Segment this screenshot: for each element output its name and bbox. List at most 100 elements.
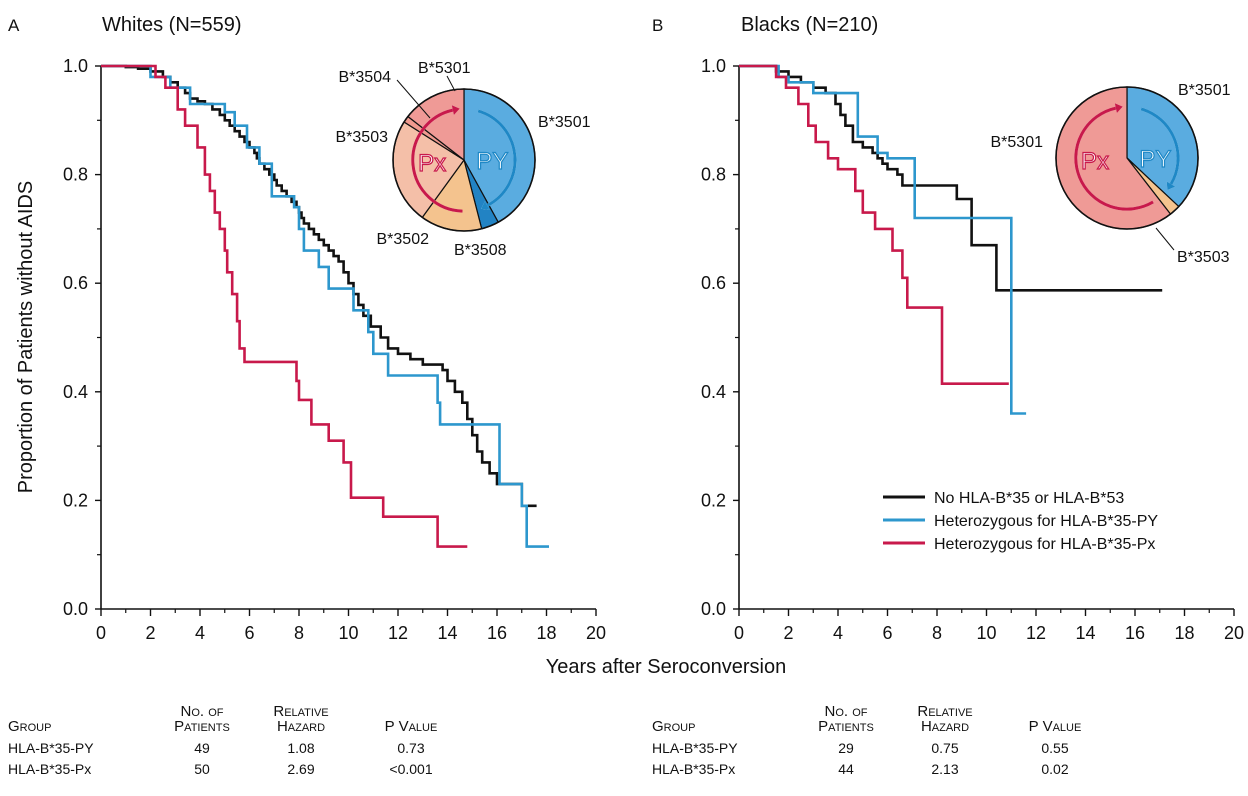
x-tick-label: 2 [145,623,155,643]
table-cell: HLA-B*35-Px [652,761,736,777]
x-tick-label: 14 [1075,623,1095,643]
table-cell: 1.08 [287,740,315,756]
km-curve-px [101,64,468,548]
panel-a-title: Whites (N=559) [102,14,242,36]
x-tick-label: 20 [586,623,606,643]
y-tick-label: 0.6 [701,273,726,293]
km-curve-py [739,64,1027,415]
y-tick-label: 0.0 [701,599,726,619]
pie-slice-label: B*3501 [538,114,591,131]
panel-a-letter: A [8,16,20,35]
table-cell: 2.69 [287,761,315,777]
legend-label-black: No HLA-B*35 or HLA-B*53 [934,490,1124,507]
y-tick-label: 1.0 [63,56,88,76]
table-cell: HLA-B*35-PY [8,740,94,756]
x-tick-label: 10 [976,623,996,643]
table-cell: 2.13 [931,761,959,777]
pie-slice-label: B*3502 [377,231,430,248]
x-tick-label: 18 [536,623,556,643]
legend-label-red: Heterozygous for HLA-B*35-Px [934,536,1155,553]
pie-outline [392,88,536,232]
pie-leader-line [396,79,431,119]
table-a-header-pvalue: P Value [384,718,438,735]
km-curve-px [739,64,1009,385]
x-tick-label: 6 [882,623,892,643]
pie-slice-label: B*3503 [1177,249,1230,266]
table-cell: HLA-B*35-Px [8,761,92,777]
y-tick-label: 0.6 [63,273,88,293]
y-tick-label: 0.4 [701,382,726,402]
table-row: HLA-B*35-Px 44 2.13 0.02 [652,759,1110,780]
table-b-header-hazard: Relative Hazard [917,703,973,735]
pie-leader-line [1155,227,1175,251]
x-tick-label: 8 [294,623,304,643]
table-cell: 0.75 [931,740,959,756]
table-cell: 29 [838,740,854,756]
x-tick-label: 14 [437,623,457,643]
x-tick-label: 16 [1125,623,1145,643]
y-tick-label: 0.8 [701,165,726,185]
x-tick-label: 12 [1026,623,1046,643]
px-arrow [1074,106,1154,211]
panel-a-pie: PY Px B*3501 B*3508 B*3502 B*3503 B*3504 B*5301 [336,60,591,259]
x-tick-label: 0 [96,623,106,643]
panel-a: A Whites (N=559) 0 2 4 6 8 10 12 14 16 18 20 0.0 0.2… [8,14,606,643]
pie-group-label-px: Px [1081,148,1109,175]
table-b-header-pvalue: P Value [1028,718,1082,735]
panel-a-gridless-axes: 0 2 4 6 8 10 12 14 16 18 20 0.0 0.2 0.4 0.6 0.8 1.0 [63,56,606,643]
table-row: HLA-B*35-PY 29 0.75 0.55 [652,738,1110,759]
legend: No HLA-B*35 or HLA-B*53 Heterozygous for… [883,490,1158,553]
pie-leader-line [446,75,456,92]
panel-b: B Blacks (N=210) 0 2 4 6 8 10 12 14 16 18 20 0.0 0.2… [652,14,1244,643]
px-arrow [411,108,463,213]
panel-a-series [101,64,549,548]
pie-slice-label: B*3508 [454,242,507,259]
x-tick-label: 4 [833,623,843,643]
table-cell: 0.73 [397,740,425,756]
table-a-header-hazard: Relative Hazard [273,703,329,735]
x-tick-label: 6 [244,623,254,643]
py-arrow [1140,107,1180,185]
x-tick-label: 10 [338,623,358,643]
table-cell: 49 [194,740,210,756]
table-b: Group No. of Patients Relative Hazard P Va… [652,704,1110,780]
x-tick-label: 20 [1224,623,1244,643]
py-arrow [477,109,517,207]
pie-slice-label: B*5301 [991,134,1044,151]
table-cell: <0.001 [389,761,433,777]
y-axis-label: Proportion of Patients without AIDS [15,181,37,493]
x-tick-label: 16 [487,623,507,643]
x-tick-label: 18 [1174,623,1194,643]
pie-group-label-py: PY [476,148,508,175]
panel-b-axes: 0 2 4 6 8 10 12 14 16 18 20 0.0 0.2 0.4 0.6 0.8 1.0 [701,56,1244,643]
table-cell: HLA-B*35-PY [652,740,738,756]
table-a-header-patients: No. of Patients [174,703,230,735]
panel-b-letter: B [652,16,663,35]
panel-b-series [739,64,1163,415]
legend-label-blue: Heterozygous for HLA-B*35-PY [934,513,1158,530]
y-tick-label: 0.0 [63,599,88,619]
x-tick-label: 0 [734,623,744,643]
panel-b-pie: PY Px B*3501 B*3503 B*5301 [991,82,1231,266]
km-curve-py [101,64,549,548]
pie-slice-label: B*3501 [1178,82,1231,99]
table-cell: 50 [194,761,210,777]
table-a: Group No. of Patients Relative Hazard P Va… [8,704,466,780]
y-tick-label: 0.4 [63,382,88,402]
pie-slice-label: B*3503 [336,129,389,146]
table-cell: 0.55 [1041,740,1069,756]
x-tick-label: 8 [932,623,942,643]
pie-slice-label: B*3504 [339,69,392,86]
table-b-header-group: Group [652,718,696,735]
y-tick-label: 1.0 [701,56,726,76]
x-tick-label: 2 [783,623,793,643]
table-row: HLA-B*35-Px 50 2.69 <0.001 [8,759,466,780]
table-row: HLA-B*35-PY 49 1.08 0.73 [8,738,466,759]
x-axis-label: Years after Seroconversion [546,656,787,678]
px-arrow-head [1114,103,1123,113]
y-tick-label: 0.2 [63,490,88,510]
pie-slice-label: B*5301 [418,60,471,77]
x-tick-label: 4 [195,623,205,643]
y-tick-label: 0.8 [63,165,88,185]
